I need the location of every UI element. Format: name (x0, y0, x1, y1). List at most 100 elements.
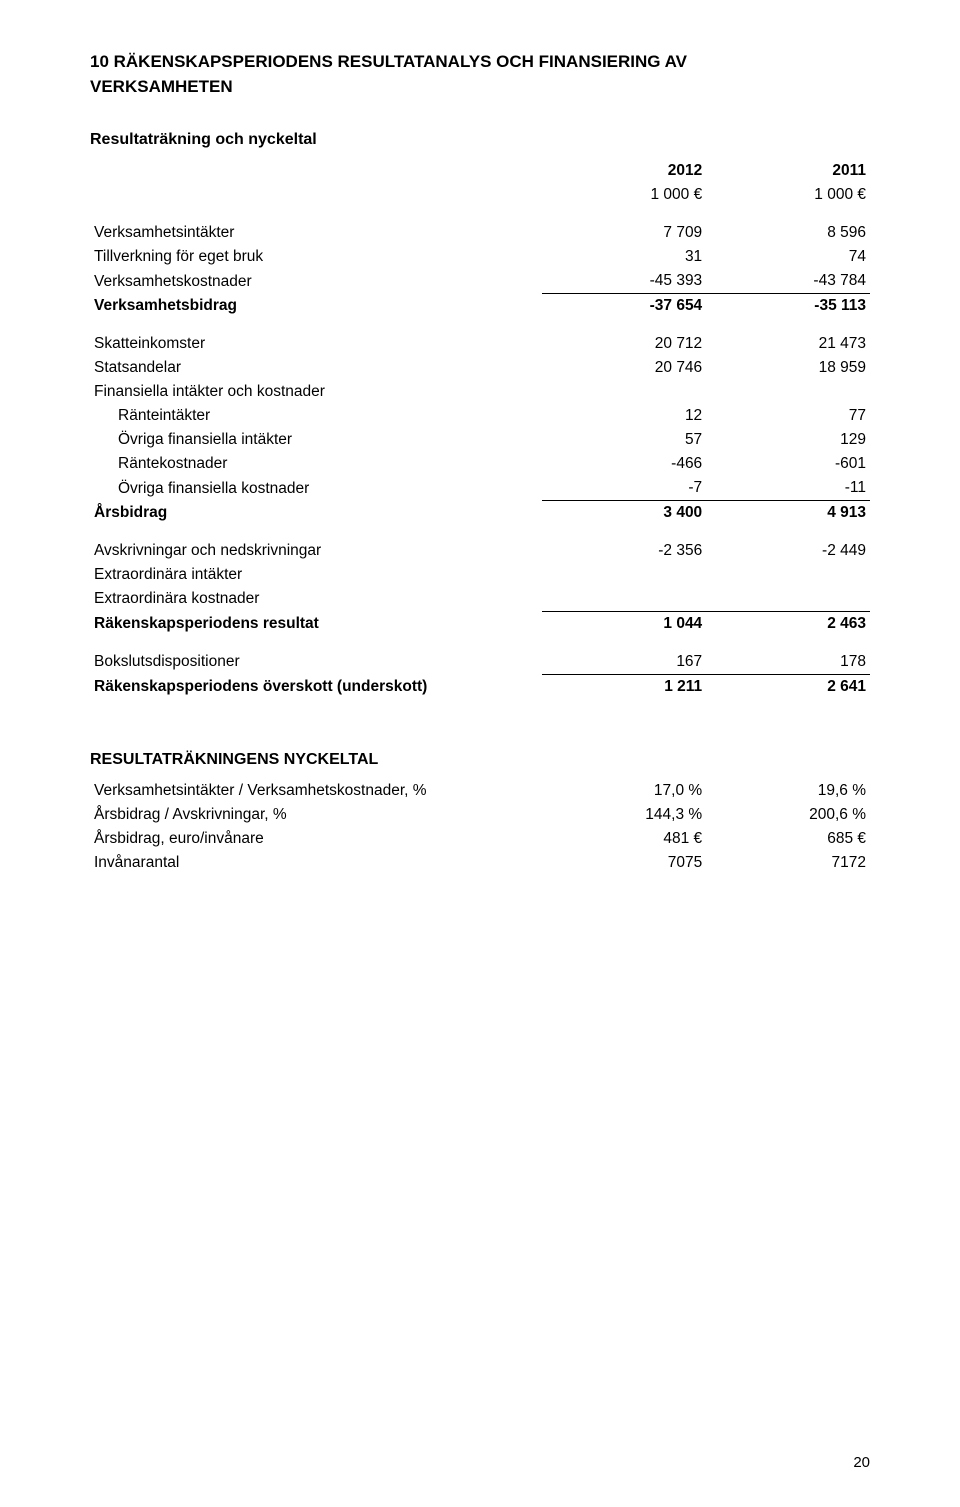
row-label: Finansiella intäkter och kostnader (90, 380, 542, 404)
row-value: -2 356 (542, 539, 706, 563)
row-label: Avskrivningar och nedskrivningar (90, 539, 542, 563)
subtotal-row: Verksamhetsbidrag -37 654 -35 113 (90, 294, 870, 319)
row-value: 7172 (706, 851, 870, 875)
row-value: 1 044 (542, 611, 706, 636)
row-label: Ränteintäkter (90, 404, 542, 428)
table-row: Statsandelar 20 746 18 959 (90, 356, 870, 380)
blank-cell (706, 587, 870, 611)
row-value: -35 113 (706, 294, 870, 319)
row-label: Invånarantal (90, 851, 542, 875)
table-row: Verksamhetsintäkter / Verksamhetskostnad… (90, 779, 870, 803)
table-row: Extraordinära kostnader (90, 587, 870, 611)
table-row: Bokslutsdispositioner 167 178 (90, 650, 870, 675)
row-label: Extraordinära kostnader (90, 587, 542, 611)
year-header-row: 2012 2011 (90, 159, 870, 183)
row-value: 20 712 (542, 332, 706, 356)
row-value: -7 (542, 476, 706, 501)
blank-cell (90, 159, 542, 183)
row-value: 17,0 % (542, 779, 706, 803)
row-label: Tillverkning för eget bruk (90, 245, 542, 269)
blank-cell (706, 380, 870, 404)
row-value: 20 746 (542, 356, 706, 380)
row-value: 481 € (542, 827, 706, 851)
row-value: 685 € (706, 827, 870, 851)
title-line1: 10 RÄKENSKAPSPERIODENS RESULTATANALYS OC… (90, 52, 687, 71)
blank-cell (542, 380, 706, 404)
row-value: 144,3 % (542, 803, 706, 827)
row-value: -45 393 (542, 269, 706, 294)
kpi-section: RESULTATRÄKNINGENS NYCKELTAL Verksamhets… (90, 751, 870, 875)
section-title: 10 RÄKENSKAPSPERIODENS RESULTATANALYS OC… (90, 50, 870, 99)
table-row: Finansiella intäkter och kostnader (90, 380, 870, 404)
row-value: 3 400 (542, 501, 706, 526)
row-label: Räkenskapsperiodens resultat (90, 611, 542, 636)
row-label: Räntekostnader (90, 452, 542, 476)
row-label: Övriga finansiella intäkter (90, 428, 542, 452)
row-value: 77 (706, 404, 870, 428)
blank-cell (542, 587, 706, 611)
table-row: Ränteintäkter 12 77 (90, 404, 870, 428)
blank-cell (90, 183, 542, 207)
row-value: 18 959 (706, 356, 870, 380)
row-value: 74 (706, 245, 870, 269)
row-value: 2 463 (706, 611, 870, 636)
row-label: Bokslutsdispositioner (90, 650, 542, 675)
blank-cell (542, 563, 706, 587)
row-label: Skatteinkomster (90, 332, 542, 356)
table-row: Räntekostnader -466 -601 (90, 452, 870, 476)
unit-row: 1 000 € 1 000 € (90, 183, 870, 207)
table-row: Extraordinära intäkter (90, 563, 870, 587)
row-label: Årsbidrag (90, 501, 542, 526)
document-page: 10 RÄKENSKAPSPERIODENS RESULTATANALYS OC… (0, 0, 960, 1507)
row-value: 1 211 (542, 674, 706, 699)
row-value: -601 (706, 452, 870, 476)
row-value: 7 709 (542, 221, 706, 245)
row-value: -37 654 (542, 294, 706, 319)
row-label: Verksamhetsbidrag (90, 294, 542, 319)
row-label: Verksamhetskostnader (90, 269, 542, 294)
row-value: 4 913 (706, 501, 870, 526)
total-row: Räkenskapsperiodens överskott (underskot… (90, 674, 870, 699)
row-value: 31 (542, 245, 706, 269)
row-value: 7075 (542, 851, 706, 875)
unit-1: 1 000 € (542, 183, 706, 207)
row-label: Årsbidrag / Avskrivningar, % (90, 803, 542, 827)
row-value: 19,6 % (706, 779, 870, 803)
row-label: Statsandelar (90, 356, 542, 380)
row-label: Övriga finansiella kostnader (90, 476, 542, 501)
row-value: 12 (542, 404, 706, 428)
row-value: 178 (706, 650, 870, 675)
table-row: Verksamhetskostnader -45 393 -43 784 (90, 269, 870, 294)
table-row: Årsbidrag / Avskrivningar, % 144,3 % 200… (90, 803, 870, 827)
table-row: Tillverkning för eget bruk 31 74 (90, 245, 870, 269)
table-row: Övriga finansiella intäkter 57 129 (90, 428, 870, 452)
row-value: -2 449 (706, 539, 870, 563)
table-row: Invånarantal 7075 7172 (90, 851, 870, 875)
subtotal-row: Årsbidrag 3 400 4 913 (90, 501, 870, 526)
row-label: Verksamhetsintäkter (90, 221, 542, 245)
row-value: 8 596 (706, 221, 870, 245)
subtotal-row: Räkenskapsperiodens resultat 1 044 2 463 (90, 611, 870, 636)
row-value: 21 473 (706, 332, 870, 356)
table-row: Skatteinkomster 20 712 21 473 (90, 332, 870, 356)
table-row: Verksamhetsintäkter 7 709 8 596 (90, 221, 870, 245)
table-row: Avskrivningar och nedskrivningar -2 356 … (90, 539, 870, 563)
row-value: -11 (706, 476, 870, 501)
table-row: Årsbidrag, euro/invånare 481 € 685 € (90, 827, 870, 851)
blank-cell (706, 563, 870, 587)
year-2: 2011 (706, 159, 870, 183)
table-row: Övriga finansiella kostnader -7 -11 (90, 476, 870, 501)
row-value: -466 (542, 452, 706, 476)
row-label: Räkenskapsperiodens överskott (underskot… (90, 674, 542, 699)
row-value: 2 641 (706, 674, 870, 699)
page-number: 20 (853, 1454, 870, 1471)
unit-2: 1 000 € (706, 183, 870, 207)
row-label: Extraordinära intäkter (90, 563, 542, 587)
income-statement-table: 2012 2011 1 000 € 1 000 € Verksamhetsint… (90, 159, 870, 699)
row-value: 200,6 % (706, 803, 870, 827)
row-value: 129 (706, 428, 870, 452)
row-label: Verksamhetsintäkter / Verksamhetskostnad… (90, 779, 542, 803)
kpi-title: RESULTATRÄKNINGENS NYCKELTAL (90, 751, 870, 769)
subheading: Resultaträkning och nyckeltal (90, 131, 870, 149)
year-1: 2012 (542, 159, 706, 183)
